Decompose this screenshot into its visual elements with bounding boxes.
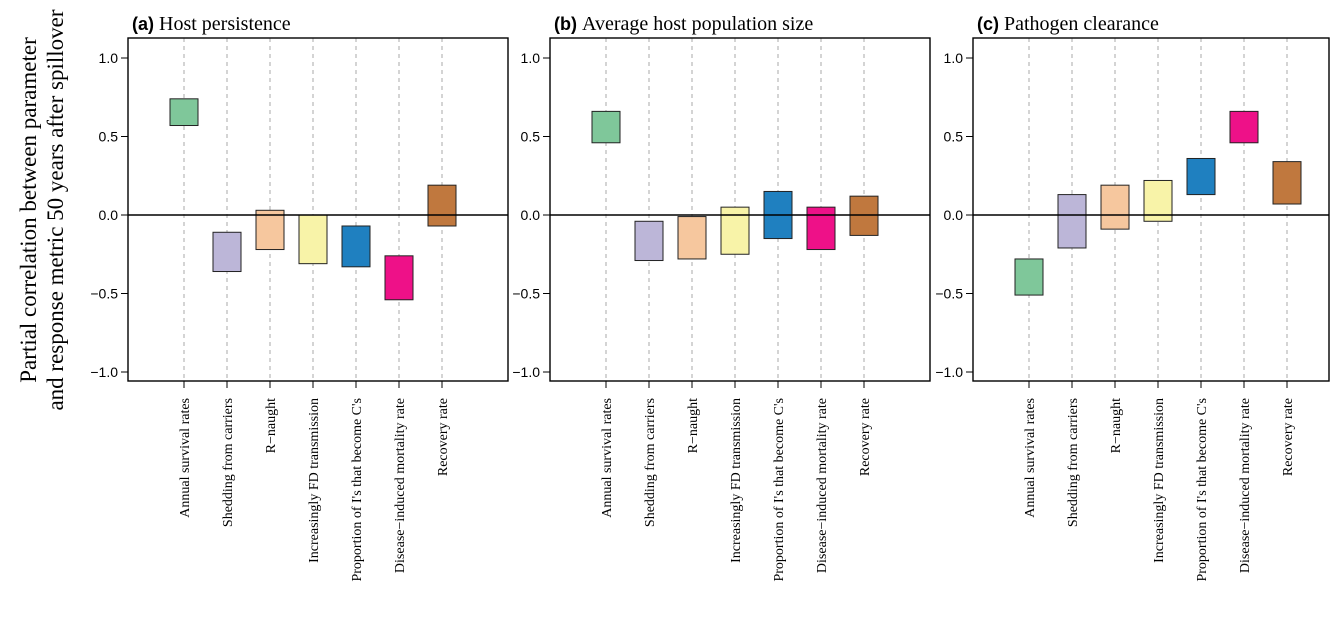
- y-tick-label: 0.5: [944, 129, 964, 145]
- bar: [341, 225, 371, 268]
- x-tick-label: Annual survival rates: [600, 398, 615, 518]
- x-tick-label: Increasingly FD transmission: [729, 398, 744, 563]
- x-tick-label: Proportion of I's that become C's: [772, 398, 787, 582]
- x-tick-label: R−naught: [1109, 398, 1124, 453]
- x-tick-label: Shedding from carriers: [221, 398, 236, 527]
- bar: [255, 209, 285, 251]
- y-tick-label: 1.0: [944, 50, 964, 66]
- x-tick-label: Recovery rate: [858, 398, 873, 476]
- x-tick-label: R−naught: [686, 398, 701, 453]
- bar: [591, 110, 621, 144]
- x-tick-label: Increasingly FD transmission: [307, 398, 322, 563]
- panel-title-text: Average host population size: [582, 13, 813, 35]
- panel-title: (a) Host persistence: [132, 13, 291, 35]
- x-tick-label: R−naught: [264, 398, 279, 453]
- x-tick-label: Proportion of I's that become C's: [1195, 398, 1210, 582]
- panel-2: −1.0 −0.5 0.0 0.5 1.0 Annual survival rates Sh…: [512, 13, 931, 582]
- y-tick-label: 0.0: [99, 207, 119, 223]
- x-tick-label: Shedding from carriers: [643, 398, 658, 527]
- x-tick-label: Increasingly FD transmission: [1152, 398, 1167, 563]
- bar: [1186, 157, 1216, 196]
- y-tick-label: 1.0: [521, 50, 541, 66]
- plot-frame: [972, 37, 1330, 382]
- bar: [384, 255, 414, 301]
- bar: [298, 214, 328, 265]
- bar: [212, 231, 242, 273]
- y-tick-label: −1.0: [935, 364, 963, 380]
- panel-title: (b) Average host population size: [554, 13, 813, 35]
- y-tick-label: −1.0: [90, 364, 118, 380]
- y-tick-label: −1.0: [512, 364, 540, 380]
- panel-1: −1.0 −0.5 0.0 0.5 1.0 Annual survival rates Sh…: [90, 13, 509, 582]
- x-tick-label: Recovery rate: [1281, 398, 1296, 476]
- x-tick-label: Proportion of I's that become C's: [350, 398, 365, 582]
- plot-frame: [127, 37, 509, 382]
- panel-title: (c) Pathogen clearance: [977, 13, 1159, 35]
- panel-title-text: Host persistence: [159, 13, 291, 35]
- y-tick-label: 0.5: [521, 129, 541, 145]
- y-tick-label: 0.0: [521, 207, 541, 223]
- plot-frame: [549, 37, 931, 382]
- x-tick-label: Recovery rate: [436, 398, 451, 476]
- bar: [677, 216, 707, 260]
- bar: [1272, 161, 1302, 205]
- panel-title-text: Pathogen clearance: [1004, 13, 1159, 35]
- y-axis-label-line1: Partial correlation between parameter: [16, 37, 41, 383]
- panel-letter: (a): [132, 14, 159, 34]
- bar: [1057, 194, 1087, 249]
- panel-letter: (b): [554, 14, 582, 34]
- bar: [427, 184, 457, 227]
- bar: [1100, 184, 1130, 230]
- panel-3: −1.0 −0.5 0.0 0.5 1.0 Annual survival rates Sh…: [935, 13, 1330, 582]
- y-tick-label: −0.5: [935, 286, 963, 302]
- x-tick-label: Annual survival rates: [1023, 398, 1038, 518]
- x-tick-label: Disease−induced mortality rate: [815, 398, 830, 573]
- y-tick-label: −0.5: [90, 286, 118, 302]
- y-axis-label-line2: and response metric 50 years after spill…: [43, 9, 68, 410]
- bar: [1229, 110, 1259, 144]
- x-tick-label: Disease−induced mortality rate: [1238, 398, 1253, 573]
- y-tick-label: 1.0: [99, 50, 119, 66]
- bar: [1014, 258, 1044, 296]
- y-tick-label: 0.0: [944, 207, 964, 223]
- x-tick-label: Annual survival rates: [178, 398, 193, 518]
- x-tick-label: Shedding from carriers: [1066, 398, 1081, 527]
- bar: [806, 206, 836, 251]
- bar: [169, 98, 199, 127]
- panel-letter: (c): [977, 14, 1004, 34]
- x-tick-label: Disease−induced mortality rate: [393, 398, 408, 573]
- y-tick-label: 0.5: [99, 129, 119, 145]
- bar: [634, 220, 664, 262]
- y-tick-label: −0.5: [512, 286, 540, 302]
